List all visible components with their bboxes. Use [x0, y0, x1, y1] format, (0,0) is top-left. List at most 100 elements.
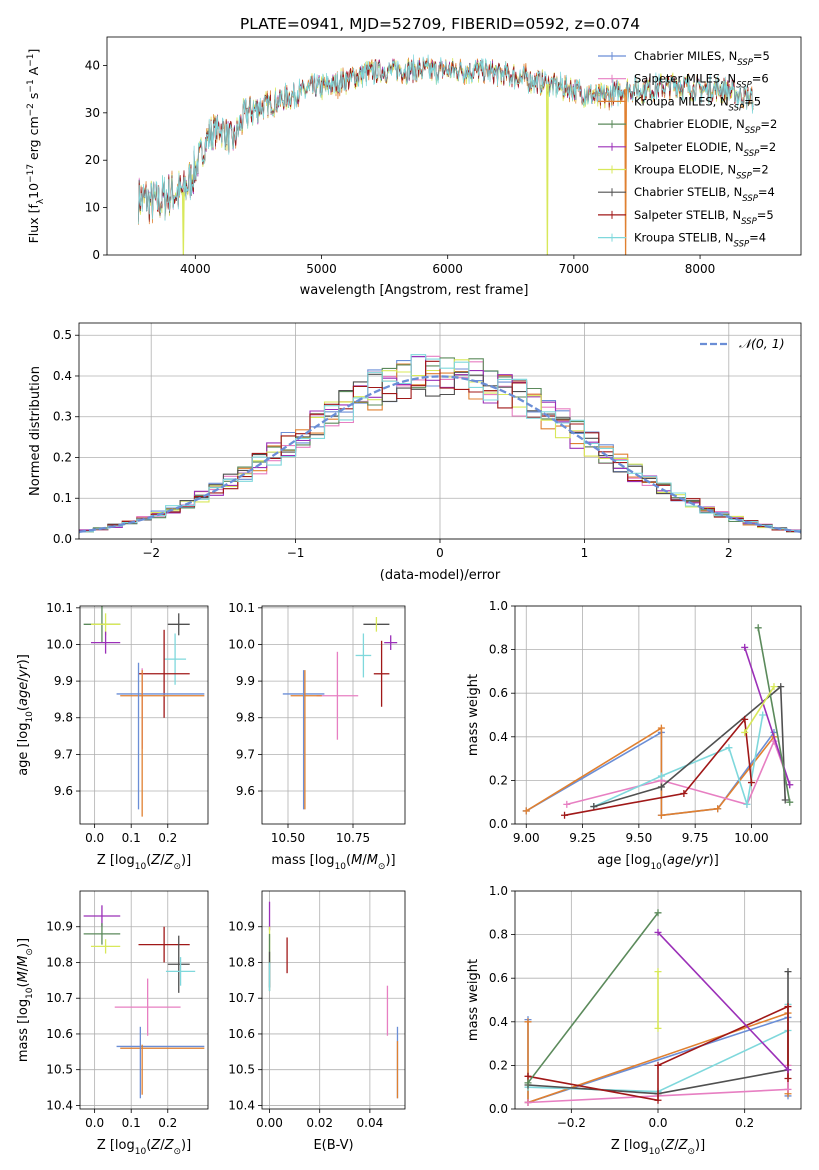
weight-series-line [657, 931, 789, 1071]
y-tick-label: 0.1 [53, 491, 72, 505]
y-tick-label: 0.4 [489, 1015, 508, 1029]
weight-marker [522, 807, 530, 815]
weight-marker [725, 744, 733, 752]
legend-entry: Salpeter MILES, NSSP=6 [634, 72, 769, 91]
plots: 4000 5000 6000 7000 8000010203040wavelength … [16, 36, 802, 1157]
plot-age-mass: 10.50 10.75 9.6 9.7 9.8 9.9 10.0 10.1 mass [log1… [228, 601, 406, 872]
weight-marker [524, 1072, 532, 1080]
legend-entry: Chabrier STELIB, NSSP=4 [634, 185, 775, 204]
weight-marker [657, 724, 665, 732]
x-tick-label: 1 [581, 546, 589, 560]
axes-frame [106, 36, 802, 256]
spectrum-spike [181, 192, 185, 255]
y-tick-label: 10.5 [46, 1063, 73, 1077]
y-tick-label: 0.0 [489, 817, 508, 831]
legend-entry: Salpeter STELIB, NSSP=5 [634, 208, 774, 227]
x-tick-label: 9.75 [682, 831, 709, 845]
weight-marker [714, 805, 722, 813]
weight-marker [657, 772, 665, 780]
x-axis-label: mass [log10(M/M⊙)] [271, 853, 395, 872]
weight-series-line [744, 686, 775, 733]
y-tick-label: 0.2 [489, 1058, 508, 1072]
y-tick-label: 9.9 [54, 674, 73, 688]
x-tick-label: 0.0 [648, 1116, 667, 1130]
weight-series-line [593, 685, 786, 808]
axes-frame [514, 890, 802, 1110]
y-tick-label: 10.7 [228, 991, 255, 1005]
y-tick-label: 30 [85, 106, 100, 120]
spectrum-spike [545, 84, 549, 255]
x-tick-label: 0.0 [85, 1116, 104, 1130]
y-tick-label: 0.6 [489, 971, 508, 985]
weight-marker [781, 796, 789, 804]
x-tick-label: 9.50 [625, 831, 652, 845]
y-tick-label: 0.0 [489, 1102, 508, 1116]
y-tick-label: 0.3 [53, 410, 72, 424]
weight-marker [524, 1098, 532, 1106]
y-tick-label: 10.1 [228, 601, 255, 615]
y-tick-label: 9.8 [54, 711, 73, 725]
x-tick-label: −2 [142, 546, 160, 560]
y-axis-label: Flux [fλ10−17 erg cm−2 s−1 A−1] [26, 49, 46, 244]
y-tick-label: 10 [85, 201, 100, 215]
spectrum-series-line [138, 54, 754, 225]
figure-title: PLATE=0941, MJD=52709, FIBERID=0592, z=0… [240, 15, 640, 33]
weight-marker [784, 1085, 792, 1093]
plot-mass-ebv: 0.00 0.02 0.04 10.4 10.5 10.6 10.7 10.8 10.9 E(B-… [228, 890, 406, 1153]
y-tick-label: 9.9 [236, 674, 255, 688]
x-tick-label: 0.02 [306, 1116, 333, 1130]
weight-marker [786, 798, 794, 806]
y-tick-label: 0 [92, 248, 100, 262]
y-axis-label: mass weight [466, 959, 481, 1041]
y-tick-label: 0.2 [489, 773, 508, 787]
weight-marker [741, 728, 749, 736]
weight-series-line [564, 717, 753, 817]
y-tick-label: 0.4 [53, 369, 72, 383]
weight-series-line [527, 912, 659, 1084]
weight-marker [741, 715, 749, 723]
axes-frame [514, 605, 802, 825]
x-tick-label: 0.2 [158, 831, 177, 845]
weight-marker [759, 711, 767, 719]
weight-marker [784, 1003, 792, 1011]
weight-marker [563, 800, 571, 808]
y-tick-label: 10.7 [46, 991, 73, 1005]
x-axis-label: age [log10(age/yr)] [597, 853, 719, 872]
weight-marker [770, 683, 778, 691]
plot-weight-age: 9.00 9.25 9.50 9.75 10.00 0.0 0.2 0.4 0.6 0.8 1.0 a… [466, 599, 802, 872]
weight-marker [654, 1024, 662, 1032]
legend-entry: Chabrier MILES, NSSP=5 [634, 49, 770, 68]
weight-marker [524, 1018, 532, 1026]
legend: Chabrier MILES, NSSP=5 Salpeter MILES, NS… [598, 49, 777, 250]
x-tick-label: 10.00 [734, 831, 768, 845]
y-tick-label: 10.9 [46, 920, 73, 934]
histogram-series [79, 354, 801, 534]
weight-marker [654, 968, 662, 976]
y-tick-label: 10.0 [228, 637, 255, 651]
plot-age-Z: 0.0 0.1 0.2 9.6 9.7 9.8 9.9 10.0 10.1 Z [log10(Z/… [16, 601, 209, 872]
weight-marker [657, 783, 665, 791]
y-axis-label: mass [log10(M/M⊙)] [16, 938, 35, 1062]
x-tick-label: 0.2 [735, 1116, 754, 1130]
legend-entry: Kroupa ELODIE, NSSP=2 [634, 163, 769, 182]
x-axis-label: Z [log10(Z/Z⊙)] [97, 1138, 191, 1157]
y-axis-label: age [log10(age/yr)] [16, 654, 35, 776]
weight-marker [524, 1079, 532, 1087]
axes-frame [261, 890, 406, 1110]
y-tick-label: 10.5 [228, 1063, 255, 1077]
y-tick-label: 9.8 [236, 711, 255, 725]
y-tick-label: 10.8 [46, 955, 73, 969]
y-axis-label: Normed distribution [28, 366, 43, 496]
weight-marker [786, 781, 794, 789]
x-tick-label: 8000 [685, 262, 716, 276]
legend-entry: Kroupa STELIB, NSSP=4 [634, 231, 766, 250]
x-tick-label: 9.25 [569, 831, 596, 845]
x-tick-label: 4000 [180, 262, 211, 276]
x-tick-label: 0.04 [357, 1116, 384, 1130]
weight-marker [654, 1061, 662, 1069]
legend-entry: Kroupa MILES, NSSP=5 [634, 94, 761, 113]
plot-mass-Z: 0.0 0.1 0.2 10.4 10.5 10.6 10.7 10.8 10.9 Z [log1… [16, 890, 209, 1157]
axes-frame [261, 605, 406, 825]
x-tick-label: 0.1 [122, 831, 141, 845]
